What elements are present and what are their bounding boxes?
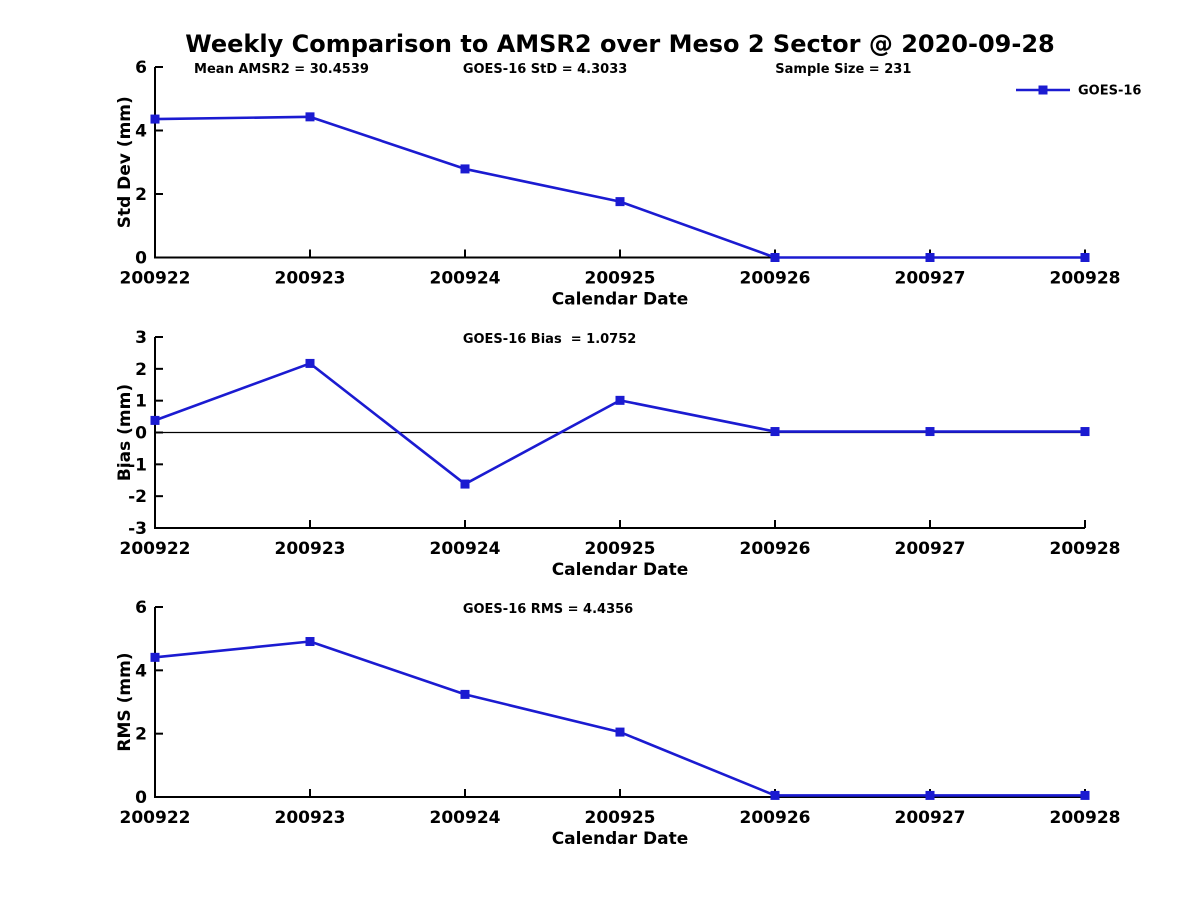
series-marker: [305, 358, 315, 368]
chart-annotation: GOES-16 StD = 4.3033: [463, 62, 627, 77]
y-tick-label: 2: [135, 360, 147, 380]
x-axis-label: Calendar Date: [552, 829, 689, 849]
x-tick-label: 200923: [275, 539, 346, 559]
x-tick-label: 200924: [430, 539, 501, 559]
y-tick-label: 2: [135, 185, 147, 205]
x-tick-label: 200926: [740, 539, 811, 559]
y-tick-label: -1: [128, 455, 147, 475]
x-tick-label: 200924: [430, 269, 501, 289]
x-tick-label: 200922: [120, 269, 191, 289]
x-tick-label: 200928: [1050, 269, 1121, 289]
x-tick-label: 200927: [895, 269, 966, 289]
y-tick-label: 1: [135, 392, 147, 412]
y-tick-label: 0: [135, 249, 147, 269]
y-axis-label: Std Dev (mm): [115, 96, 135, 228]
y-axis-label: RMS (mm): [115, 652, 135, 751]
y-tick-label: 3: [135, 328, 147, 348]
series-marker: [770, 790, 780, 800]
series-marker: [925, 253, 935, 262]
series-marker: [925, 427, 935, 437]
x-tick-label: 200925: [585, 269, 656, 289]
y-tick-label: -2: [128, 487, 147, 507]
x-axis-label: Calendar Date: [552, 290, 689, 310]
series-marker: [615, 395, 625, 405]
x-tick-label: 200924: [430, 808, 501, 828]
series-marker: [615, 727, 625, 737]
x-tick-label: 200922: [120, 539, 191, 559]
x-tick-label: 200928: [1050, 808, 1121, 828]
y-tick-label: 4: [135, 122, 147, 142]
y-tick-label: 6: [135, 598, 147, 618]
series-marker: [150, 415, 160, 425]
x-axis-label: Calendar Date: [552, 560, 689, 580]
series-marker: [150, 114, 160, 124]
chart-annotation: Mean AMSR2 = 30.4539: [194, 62, 369, 77]
legend-label: GOES-16: [1078, 84, 1141, 99]
series-line: [154, 640, 1085, 797]
x-tick-label: 200923: [275, 269, 346, 289]
y-tick-label: -3: [128, 519, 147, 539]
series-marker: [615, 197, 625, 207]
y-axis-label: Bias (mm): [115, 384, 135, 481]
chart-annotation: GOES-16 Bias = 1.0752: [463, 332, 636, 347]
x-tick-label: 200922: [120, 808, 191, 828]
series-marker: [1080, 427, 1090, 437]
series-marker: [305, 112, 315, 122]
chart-annotation: Sample Size = 231: [775, 62, 911, 77]
series-line: [154, 362, 1085, 486]
x-tick-label: 200925: [585, 808, 656, 828]
series-marker: [925, 790, 935, 800]
figure-title: Weekly Comparison to AMSR2 over Meso 2 S…: [185, 30, 1055, 58]
chart-annotation: GOES-16 RMS = 4.4356: [463, 602, 633, 617]
y-tick-label: 4: [135, 661, 147, 681]
series-marker: [1080, 790, 1090, 800]
y-tick-label: 6: [135, 58, 147, 78]
x-tick-label: 200928: [1050, 539, 1121, 559]
series-line: [154, 115, 1085, 259]
y-tick-label: 2: [135, 725, 147, 745]
series-marker: [770, 253, 780, 262]
series-marker: [305, 637, 315, 647]
series-marker: [770, 427, 780, 437]
y-tick-label: 0: [135, 788, 147, 808]
series-marker: [460, 479, 470, 489]
legend-marker: [1038, 85, 1048, 95]
series-marker: [150, 652, 160, 662]
x-tick-label: 200925: [585, 539, 656, 559]
series-marker: [460, 689, 470, 699]
series-marker: [460, 164, 470, 174]
x-tick-label: 200927: [895, 808, 966, 828]
x-tick-label: 200926: [740, 808, 811, 828]
x-tick-label: 200923: [275, 808, 346, 828]
series-marker: [1080, 253, 1090, 262]
y-tick-label: 0: [135, 424, 147, 444]
x-tick-label: 200927: [895, 539, 966, 559]
x-tick-label: 200926: [740, 269, 811, 289]
